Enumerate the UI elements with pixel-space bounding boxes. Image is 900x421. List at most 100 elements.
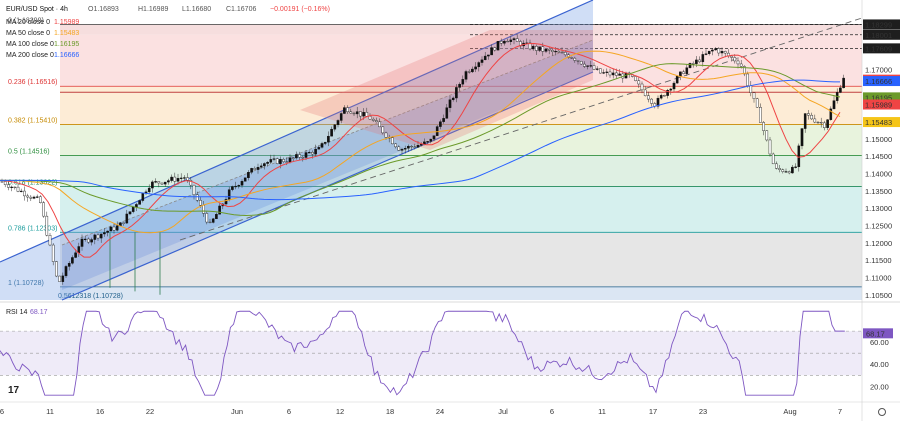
candle-body-167 <box>535 45 538 51</box>
candle-body-92 <box>295 154 298 159</box>
candle-body-111 <box>355 111 359 115</box>
candle-body-173 <box>554 50 557 53</box>
candle-body-1 <box>3 181 7 185</box>
candle-body-35 <box>112 226 116 231</box>
rsi-axis-label-0: 60.00 <box>870 338 889 347</box>
candle-body-54 <box>173 176 177 182</box>
candle-body-89 <box>285 161 289 163</box>
candle-body-152 <box>487 54 490 57</box>
candle-body-142 <box>455 87 458 99</box>
candle-body-200 <box>640 83 644 91</box>
candle-body-66 <box>211 218 215 223</box>
candle-body-80 <box>256 167 260 170</box>
candle-body-97 <box>311 152 314 155</box>
candle-body-182 <box>583 63 586 67</box>
fib-label-0: 1 (1.10728) <box>8 280 44 287</box>
price-tag-label-1: 1.18001 <box>865 31 892 40</box>
candle-body-50 <box>160 182 164 185</box>
price-tag-2 <box>863 43 900 54</box>
candle-body-113 <box>362 112 365 117</box>
candle-body-205 <box>656 97 660 107</box>
candle-body-198 <box>634 76 637 81</box>
candle-body-161 <box>515 38 519 42</box>
moving-averages <box>0 42 841 258</box>
ohlc-change: −0.00191 (−0.16%) <box>270 6 330 13</box>
candle-body-40 <box>128 211 132 215</box>
candle-body-43 <box>138 200 141 205</box>
candle-body-226 <box>723 51 727 54</box>
x-label-14: Aug <box>783 407 796 416</box>
candle-body-77 <box>247 172 250 179</box>
candle-body-94 <box>301 157 305 159</box>
candle-body-71 <box>227 189 231 200</box>
candle-body-148 <box>474 66 477 70</box>
candle-body-260 <box>832 100 836 110</box>
candle-body-48 <box>154 181 157 183</box>
price-label-9: 1.15000 <box>865 135 892 144</box>
candle-body-248 <box>794 166 797 168</box>
candle-body-28 <box>90 239 93 243</box>
candle-body-27 <box>87 238 90 243</box>
candle-body-129 <box>413 146 417 148</box>
candle-body-14 <box>45 215 49 236</box>
fib-label-4: 0.382 (1.15410) <box>8 118 57 125</box>
candle-body-86 <box>275 158 279 164</box>
x-label-0: 6 <box>0 407 4 416</box>
candle-body-38 <box>122 222 125 224</box>
candle-body-183 <box>586 65 589 67</box>
candle-body-31 <box>99 233 103 239</box>
legend: EUR/USD Spot · 4h O1.16893 H1.16989 L1.1… <box>6 6 330 59</box>
candle-body-240 <box>768 139 772 155</box>
candle-body-263 <box>842 77 845 89</box>
rsi-axis-label-1: 40.00 <box>870 360 889 369</box>
candle-body-187 <box>599 68 602 74</box>
candle-body-124 <box>397 146 401 151</box>
candle-body-12 <box>39 196 42 203</box>
candle-body-87 <box>279 159 282 164</box>
ohlc-high: H1.16989 <box>138 6 168 13</box>
candle-body-59 <box>189 179 193 186</box>
channel-inner-fill <box>62 40 593 290</box>
candle-body-44 <box>141 192 145 201</box>
settings-icon[interactable] <box>878 408 886 416</box>
candle-body-56 <box>179 177 183 179</box>
candle-body-192 <box>615 72 618 76</box>
candle-body-19 <box>61 275 65 282</box>
candle-body-24 <box>77 246 81 253</box>
candle-body-65 <box>208 221 212 224</box>
x-label-3: 22 <box>146 407 154 416</box>
candle-body-52 <box>167 180 170 183</box>
candle-body-234 <box>749 85 753 93</box>
candle-body-82 <box>263 163 266 167</box>
candle-body-224 <box>717 48 721 54</box>
candle-body-259 <box>829 108 833 120</box>
price-label-13: 1.13000 <box>865 204 892 213</box>
candle-body-36 <box>115 225 119 231</box>
candle-body-99 <box>317 147 321 150</box>
candle-body-112 <box>359 111 362 117</box>
candle-body-262 <box>839 87 842 93</box>
price-label-18: 1.10500 <box>865 291 892 300</box>
candle-body-7 <box>23 190 26 197</box>
candle-body-206 <box>659 95 663 99</box>
candle-body-78 <box>250 168 253 173</box>
candle-body-76 <box>243 177 247 182</box>
candle-body-193 <box>618 73 621 76</box>
candle-body-25 <box>80 238 84 247</box>
price-label-12: 1.13500 <box>865 187 892 196</box>
candle-body-130 <box>416 145 420 148</box>
candle-body-201 <box>643 89 647 96</box>
ma-legend-value-0: 1.15989 <box>54 19 79 26</box>
rsi-value: 68.17 <box>30 309 48 316</box>
price-tag-label-5: 1.16666 <box>865 77 892 86</box>
candle-body-219 <box>701 54 705 63</box>
ma-legend-label-2: MA 100 close 0 <box>6 41 54 48</box>
candle-body-6 <box>19 190 23 193</box>
fib-label-3: 0.5 (1.14516) <box>8 149 50 156</box>
price-label-11: 1.14000 <box>865 169 892 178</box>
candle-body-222 <box>711 49 714 52</box>
candle-body-107 <box>343 107 346 114</box>
candle-body-155 <box>496 41 500 51</box>
x-label-12: 17 <box>649 407 657 416</box>
